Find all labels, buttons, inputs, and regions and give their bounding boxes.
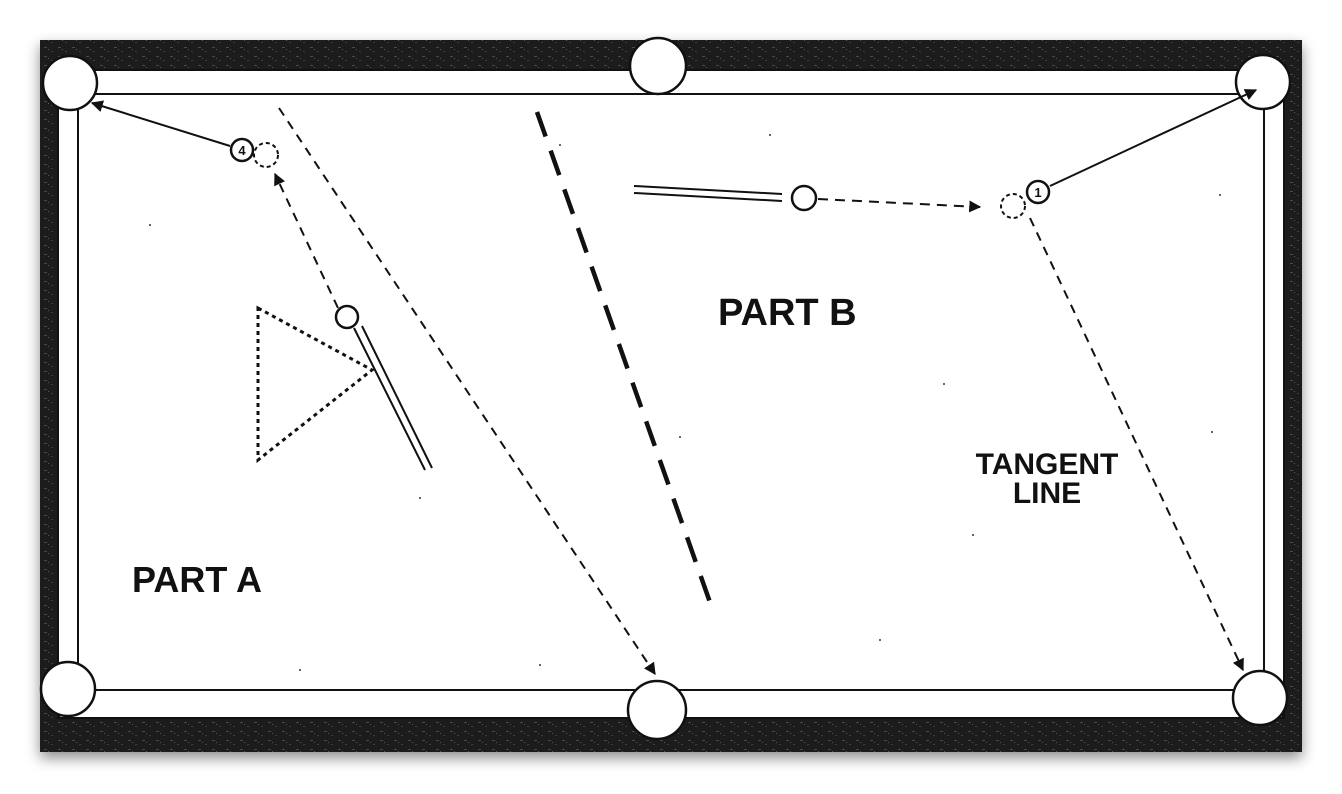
- pocket-top-left: [41, 54, 99, 112]
- tangent-path-part-b: [1029, 217, 1244, 672]
- cue-ball-part-a: [334, 304, 360, 330]
- cue-stick-part-a: [353, 325, 433, 471]
- pocket-bottom-left: [39, 660, 97, 718]
- cue-path-part-a: [274, 172, 339, 309]
- object-ball-4: [229, 137, 255, 163]
- object-ball-1-number: 1: [1034, 185, 1041, 200]
- part-a-label: PART A: [132, 559, 262, 600]
- cue-ball-part-b: [790, 184, 818, 212]
- part-b-label: PART B: [718, 292, 857, 334]
- divider-dashed-line: [534, 111, 715, 609]
- part-b-diagram: 1 PART B TANGENT LINE: [633, 89, 1258, 672]
- object-ball-4-path: [90, 100, 231, 147]
- pocket-top-right: [1234, 53, 1292, 111]
- pocket-top-middle: [628, 36, 688, 96]
- tangent-line-label-1: TANGENT: [976, 448, 1119, 481]
- object-ball-1: [1025, 179, 1051, 205]
- cue-stick-part-b: [633, 185, 783, 202]
- pocket-bottom-right: [1231, 669, 1289, 727]
- cloth-specks: [149, 134, 1221, 671]
- tangent-line-label-2: LINE: [1013, 477, 1081, 510]
- object-ball-1-path: [1049, 89, 1258, 187]
- rack-triangle: [256, 305, 375, 464]
- pocket-bottom-middle: [626, 679, 688, 741]
- ghost-ball-part-a: [253, 142, 279, 168]
- ghost-ball-part-b: [1000, 193, 1026, 219]
- part-a-diagram: 4 PART A: [90, 100, 656, 675]
- table-cushions: [57, 69, 1285, 719]
- pockets: [39, 36, 1292, 741]
- tangent-path-part-a: [278, 107, 656, 675]
- object-ball-4-number: 4: [238, 143, 246, 158]
